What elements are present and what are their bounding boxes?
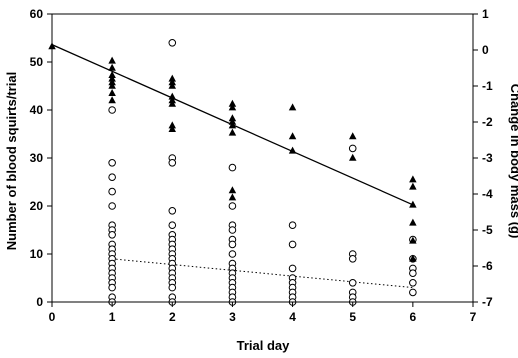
body-mass-point	[228, 103, 237, 111]
blood-squirt-point	[108, 159, 116, 167]
blood-squirt-point	[409, 288, 417, 297]
blood-squirt-point	[228, 250, 237, 258]
y-left-tick-label: 50	[30, 55, 44, 69]
blood-squirt-point	[168, 159, 177, 167]
body-mass-point	[409, 200, 417, 208]
y-left-tick-label: 10	[30, 247, 44, 261]
y-left-tick-label: 30	[30, 151, 44, 165]
blood-squirts-trend-line	[112, 258, 413, 289]
body-mass-point	[168, 92, 176, 100]
body-mass-point	[108, 89, 116, 96]
blood-squirt-point	[348, 144, 357, 153]
blood-squirt-point	[168, 39, 177, 47]
body-mass-point	[108, 56, 116, 64]
y-axis-right-title: Change in body mass (g)	[508, 84, 518, 239]
body-mass-point	[168, 81, 176, 89]
body-mass-point	[228, 186, 237, 194]
body-mass-point	[108, 63, 116, 71]
x-tick-label: 4	[289, 310, 296, 324]
x-tick-label: 1	[109, 310, 116, 324]
x-tick-label: 6	[410, 310, 417, 324]
body-mass-point	[228, 193, 237, 201]
blood-squirt-point	[108, 202, 116, 210]
y-right-tick-label: 1	[482, 7, 489, 21]
plot-marks	[48, 39, 417, 306]
body-mass-point	[228, 114, 237, 122]
body-mass-point	[108, 96, 116, 104]
body-mass-point	[409, 175, 417, 183]
body-mass-point	[288, 132, 297, 140]
body-mass-point	[349, 153, 357, 161]
blood-squirt-point	[288, 264, 297, 273]
blood-squirt-point	[228, 240, 237, 249]
blood-squirt-point	[168, 283, 177, 292]
body-mass-point	[108, 81, 116, 89]
y-right-tick-label: -4	[482, 187, 493, 201]
blood-squirt-point	[168, 221, 177, 229]
body-mass-point	[168, 74, 176, 82]
blood-squirt-point	[409, 279, 417, 287]
blood-squirt-point	[288, 221, 297, 229]
body-mass-point	[409, 236, 417, 244]
blood-squirt-point	[108, 231, 116, 239]
blood-squirt-point	[228, 202, 237, 210]
body-mass-point	[168, 99, 176, 107]
blood-squirt-point	[288, 240, 297, 249]
y-right-tick-label: -3	[482, 151, 493, 165]
x-tick-label: 7	[470, 310, 477, 324]
blood-squirt-point	[228, 226, 237, 234]
y-left-tick-label: 20	[30, 199, 44, 213]
tick-labels: 0 1 2 3 4 5 6 7 0 10 20 30 40 50 60 -7 -6 -5 -4 -3 -2 -1 0 1	[30, 7, 493, 324]
body-mass-point	[228, 128, 237, 136]
y-left-tick-label: 40	[30, 103, 44, 117]
blood-squirt-point	[409, 269, 417, 278]
y-right-tick-label: -5	[482, 223, 493, 237]
y-axis-left-title: Number of blood squirts/trial	[4, 72, 19, 250]
y-right-tick-label: -1	[482, 79, 493, 93]
x-axis-title: Trial day	[237, 338, 291, 353]
blood-squirt-point	[228, 163, 237, 172]
blood-squirt-point	[108, 187, 116, 196]
x-tick-label: 3	[229, 310, 236, 324]
blood-squirt-point	[168, 207, 177, 215]
body-mass-point	[108, 71, 116, 78]
x-tick-label: 0	[49, 310, 56, 324]
body-mass-point	[108, 74, 116, 82]
y-right-tick-label: -2	[482, 115, 493, 129]
body-mass-point	[409, 218, 417, 226]
body-mass-point	[168, 121, 176, 129]
x-tick-label: 5	[349, 310, 356, 324]
body-mass-point	[288, 146, 297, 154]
axes	[47, 13, 478, 307]
blood-squirt-point	[108, 173, 116, 181]
body-mass-point	[409, 254, 417, 262]
blood-squirt-point	[348, 279, 357, 287]
body-mass-point	[168, 125, 176, 132]
body-mass-point	[409, 182, 417, 190]
body-mass-point	[228, 99, 237, 107]
body-mass-point	[108, 78, 116, 86]
body-mass-point	[288, 103, 297, 111]
x-tick-label: 2	[169, 310, 176, 324]
y-right-tick-label: 0	[482, 43, 489, 57]
blood-squirt-point	[108, 106, 116, 114]
body-mass-point	[228, 117, 237, 125]
y-right-tick-label: -6	[482, 259, 493, 273]
blood-squirt-point	[348, 254, 357, 263]
body-mass-point	[349, 132, 357, 140]
body-mass-point	[168, 96, 176, 104]
y-left-tick-label: 0	[36, 295, 43, 309]
body-mass-point	[228, 121, 237, 129]
y-right-tick-label: -7	[482, 295, 493, 309]
body-mass-point	[168, 78, 176, 86]
blood-squirt-point	[108, 283, 116, 292]
y-left-tick-label: 60	[30, 7, 44, 21]
